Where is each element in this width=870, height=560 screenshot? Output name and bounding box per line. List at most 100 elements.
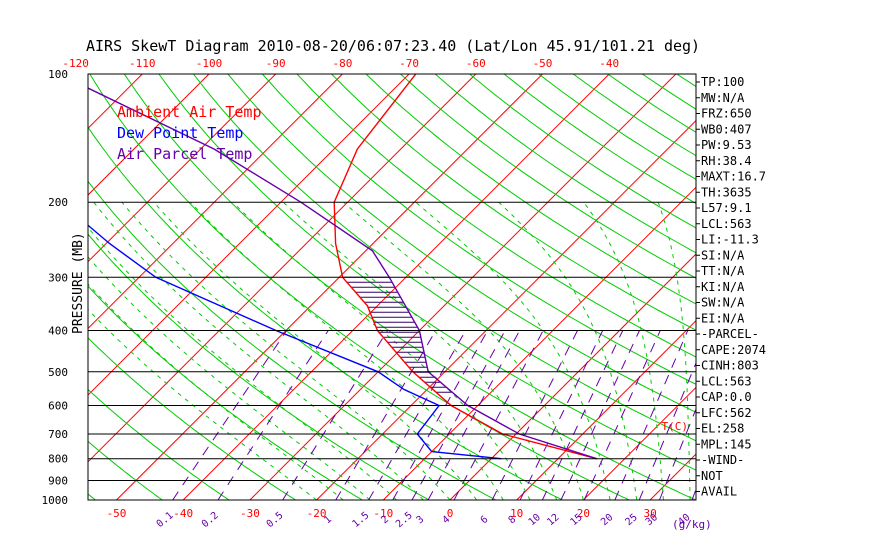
dry-adiabat-line	[227, 74, 696, 413]
mixing-ratio-label: 8	[507, 514, 519, 526]
mixing-ratio-line	[491, 330, 578, 500]
panel-entry: AVAIL	[701, 485, 737, 499]
mixing-ratio-label: 6	[479, 514, 491, 526]
panel-entry: KI:N/A	[701, 280, 745, 294]
cape-hatch-area	[342, 276, 453, 393]
mixing-ratio-line	[392, 330, 489, 500]
isotherm-line	[88, 74, 410, 396]
mixing-ratio-line	[368, 330, 467, 500]
panel-entry: FRZ:650	[701, 107, 752, 121]
moist-adiabat-line	[121, 201, 451, 500]
dry-adiabat-line	[434, 74, 696, 254]
dry-adiabat-line	[641, 74, 696, 110]
pressure-tick-label: 800	[48, 453, 68, 466]
bottom-temp-tick-label: -50	[107, 507, 127, 520]
mixing-ratio-line	[335, 330, 437, 500]
isotherm-line	[449, 253, 696, 500]
moist-adiabat-line	[415, 201, 611, 500]
top-temp-tick-label: -100	[196, 57, 223, 70]
mixing-ratio-label: 20	[599, 512, 615, 528]
panel-entry: EI:N/A	[701, 311, 745, 325]
panel-entry: RH:38.4	[701, 154, 752, 168]
ambient-air-temp-curve	[333, 74, 597, 460]
mixing-ratio-line	[411, 330, 506, 500]
bottom-temp-tick-label: 10	[510, 507, 523, 520]
dry-adiabat-line	[365, 74, 696, 305]
bottom-temp-tick-label: -10	[373, 507, 393, 520]
sounding-curves	[88, 74, 597, 460]
mixing-ratio-label: 1.5	[351, 510, 372, 530]
top-temp-tick-label: -40	[599, 57, 619, 70]
panel-entry: MPL:145	[701, 437, 752, 451]
bottom-temp-tick-label: -30	[240, 507, 260, 520]
mixing-ratio-line	[427, 330, 521, 500]
mixing-ratio-line	[172, 330, 288, 500]
mixing-ratio-label: 12	[545, 512, 561, 528]
panel-entry: CAP:0.0	[701, 390, 752, 404]
dry-adiabat-line	[88, 337, 296, 500]
pressure-tick-label: 200	[48, 196, 68, 209]
dry-adiabat-line	[815, 74, 870, 500]
pressure-tick-label: 700	[48, 428, 68, 441]
bottom-temp-tick-label: 20	[577, 507, 590, 520]
top-temp-tick-label: -90	[266, 57, 286, 70]
top-temp-tick-label: -70	[399, 57, 419, 70]
panel-entry: SI:N/A	[701, 248, 745, 262]
panel-entry: NOT	[701, 469, 723, 483]
bottom-temp-tick-label: 30	[643, 507, 656, 520]
top-temp-tick-label: -60	[466, 57, 486, 70]
legend: Ambient Air Temp Dew Point Temp Air Parcel…	[117, 103, 262, 163]
y-axis-title: PRESSURE (MB)	[71, 232, 86, 334]
dry-adiabat-line	[400, 74, 696, 279]
isotherm-line	[182, 74, 610, 500]
mixing-ratio-label: 10	[527, 512, 543, 528]
isotherm-line	[516, 319, 696, 500]
panel-entry: LCL:563	[701, 374, 752, 388]
dry-adiabat-line	[296, 74, 696, 358]
panel-entry: PW:9.53	[701, 138, 752, 152]
dry-adiabat-line	[88, 388, 230, 500]
legend-dew-point-temp: Dew Point Temp	[117, 124, 243, 142]
dry-adiabat-line	[89, 74, 630, 500]
top-temp-tick-label: -120	[62, 57, 89, 70]
chart-title: AIRS SkewT Diagram 2010-08-20/06:07:23.4…	[86, 37, 700, 55]
isotherm-line	[0, 74, 9, 500]
air-parcel-temp-curve	[88, 87, 597, 460]
isotherm-line	[88, 74, 477, 463]
dry-adiabat-line	[0, 74, 29, 500]
mixing-ratio-label: 3	[415, 514, 427, 526]
top-temp-tick-label: -110	[129, 57, 156, 70]
dry-adiabat-line	[780, 74, 870, 500]
legend-air-parcel-temp: Air Parcel Temp	[117, 145, 252, 163]
panel-entry: TT:N/A	[701, 264, 745, 278]
isotherm-line	[88, 74, 343, 330]
dry-adiabat-line	[88, 126, 563, 500]
temp-unit-label: T(C)	[662, 420, 689, 433]
top-temp-tick-label: -80	[332, 57, 352, 70]
pressure-tick-label: 1000	[42, 494, 69, 507]
mixing-ratio-label: 25	[623, 512, 639, 528]
moist-adiabat-line	[93, 201, 424, 500]
dry-adiabat-line	[88, 180, 496, 500]
panel-entry: EL:258	[701, 422, 744, 436]
mixing-ratio-unit: (g/kg)	[672, 518, 712, 531]
legend-ambient-air-temp: Ambient Air Temp	[117, 103, 262, 121]
isotherm-line	[850, 74, 870, 500]
dry-adiabat-line	[193, 74, 696, 442]
bottom-temp-tick-label: -20	[307, 507, 327, 520]
dry-adiabat-line	[331, 74, 696, 331]
dew-point-temp-curve	[88, 224, 502, 460]
panel-entry: -WIND-	[701, 453, 744, 467]
isotherm-line	[649, 453, 696, 500]
mixing-ratio-line	[560, 330, 640, 500]
panel-entry: MAXT:16.7	[701, 170, 766, 184]
mixing-ratio-line	[541, 330, 624, 500]
moist-adiabat-line	[88, 226, 397, 500]
mixing-ratio-line	[453, 330, 544, 500]
dry-adiabat-line	[158, 74, 696, 471]
panel-entry: LCL:563	[701, 217, 752, 231]
panel-entry: TP:100	[701, 75, 744, 89]
mixing-ratio-line	[614, 330, 689, 500]
panel-entry: SW:N/A	[701, 296, 745, 310]
